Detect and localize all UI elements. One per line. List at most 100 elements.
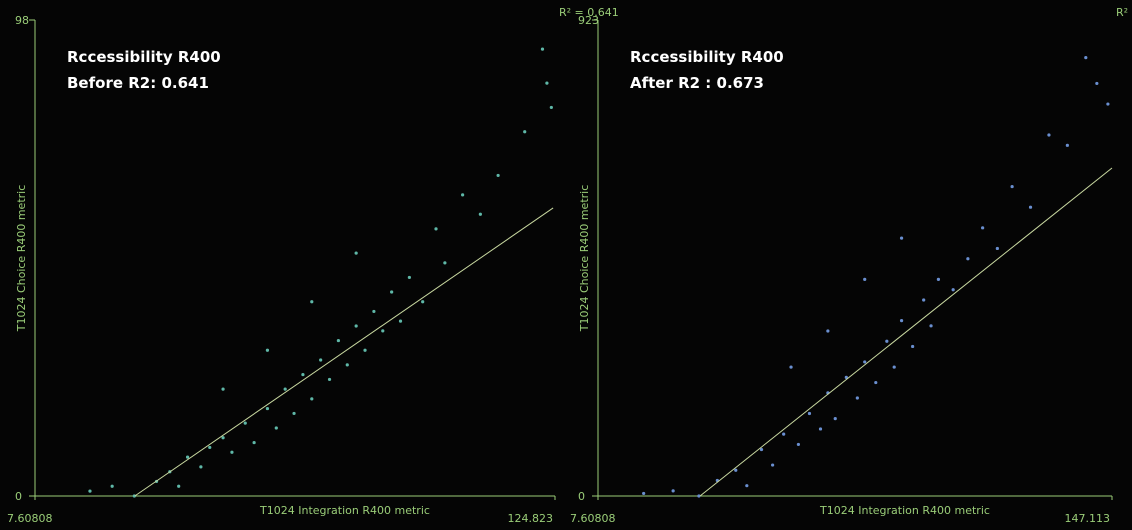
point xyxy=(818,427,823,431)
point xyxy=(1047,133,1051,137)
point xyxy=(274,426,278,430)
point xyxy=(734,468,738,472)
point xyxy=(372,309,376,314)
point xyxy=(177,484,181,488)
point xyxy=(230,450,234,454)
point xyxy=(478,212,482,216)
point xyxy=(354,324,358,328)
point xyxy=(796,442,801,447)
point xyxy=(540,47,545,51)
point xyxy=(110,484,114,488)
annotation: Before R2: 0.641 xyxy=(67,74,209,92)
x-tick-label: 7.60808 xyxy=(570,512,616,525)
point xyxy=(1010,184,1014,189)
x-tick-label: 124.823 xyxy=(508,512,554,525)
point xyxy=(885,339,889,343)
point xyxy=(981,226,985,230)
point xyxy=(443,261,447,265)
point xyxy=(1065,143,1069,147)
y-tick-label: 923 xyxy=(578,14,599,27)
point xyxy=(922,298,926,302)
point xyxy=(826,329,830,333)
point xyxy=(363,348,367,352)
point xyxy=(1095,81,1099,86)
point xyxy=(398,319,403,323)
point xyxy=(697,494,701,498)
scatter-panel: 0 923 7.60808 147.113 T1024 Integration R400… xyxy=(570,6,1132,525)
point xyxy=(283,387,287,391)
x-axis-label: T1024 Integration R400 metric xyxy=(819,504,990,517)
y-axis-label: T1024 Choice R400 metric xyxy=(578,185,591,333)
point xyxy=(899,236,904,240)
point xyxy=(461,193,465,197)
x-tick-label: 147.113 xyxy=(1065,512,1111,525)
point xyxy=(899,319,904,323)
point xyxy=(671,489,675,493)
y-axis-label: T1024 Choice R400 metric xyxy=(15,185,28,333)
point xyxy=(929,324,933,328)
point xyxy=(496,173,500,178)
point xyxy=(310,397,314,401)
scatter-panel: 0 98 7.60808 124.823 T1024 Integration R400 … xyxy=(7,6,619,525)
point xyxy=(199,465,203,469)
x-tick-label: 7.60808 xyxy=(7,512,53,525)
point xyxy=(789,365,793,369)
point xyxy=(421,300,425,304)
point xyxy=(844,375,848,379)
point xyxy=(863,360,867,364)
point xyxy=(301,372,305,377)
trendline xyxy=(134,207,554,497)
point xyxy=(807,411,812,416)
point xyxy=(381,329,385,333)
point xyxy=(863,277,867,282)
point xyxy=(310,300,314,304)
point xyxy=(549,105,553,110)
y-tick-label: 0 xyxy=(578,490,585,503)
point xyxy=(1084,56,1088,60)
point xyxy=(771,463,775,467)
point xyxy=(995,246,999,251)
r2-label: R² = 0.641 xyxy=(559,6,619,19)
point xyxy=(88,489,92,493)
point xyxy=(252,440,256,445)
point xyxy=(327,377,332,382)
point xyxy=(243,421,247,425)
point xyxy=(221,436,225,440)
point xyxy=(545,81,549,85)
annotation: Rccessibility R400 xyxy=(67,48,221,66)
point xyxy=(892,365,896,369)
point xyxy=(951,288,955,292)
trendline xyxy=(699,167,1113,497)
r2-label: R² = 0.67 xyxy=(1116,6,1132,19)
point xyxy=(759,447,764,452)
point xyxy=(1106,102,1110,106)
point xyxy=(745,484,749,488)
y-tick-label: 98 xyxy=(15,14,29,27)
point xyxy=(936,277,941,282)
point xyxy=(265,348,270,352)
y-tick-label: 0 xyxy=(15,490,22,503)
point xyxy=(523,130,527,134)
point xyxy=(185,455,190,459)
point xyxy=(221,387,225,391)
point xyxy=(782,432,786,436)
point xyxy=(1028,205,1033,209)
point xyxy=(407,275,411,280)
point xyxy=(390,290,394,294)
point xyxy=(354,251,358,255)
point xyxy=(336,338,341,343)
point xyxy=(642,491,646,496)
annotation: Rccessibility R400 xyxy=(630,48,784,66)
point xyxy=(833,417,837,421)
point xyxy=(319,358,323,362)
point xyxy=(208,445,212,450)
point xyxy=(265,406,270,411)
point xyxy=(434,227,438,231)
annotation: After R2 : 0.673 xyxy=(630,74,764,92)
point xyxy=(855,396,859,400)
x-axis-label: T1024 Integration R400 metric xyxy=(259,504,430,517)
point xyxy=(292,411,296,416)
point xyxy=(966,257,970,261)
point xyxy=(874,380,878,385)
